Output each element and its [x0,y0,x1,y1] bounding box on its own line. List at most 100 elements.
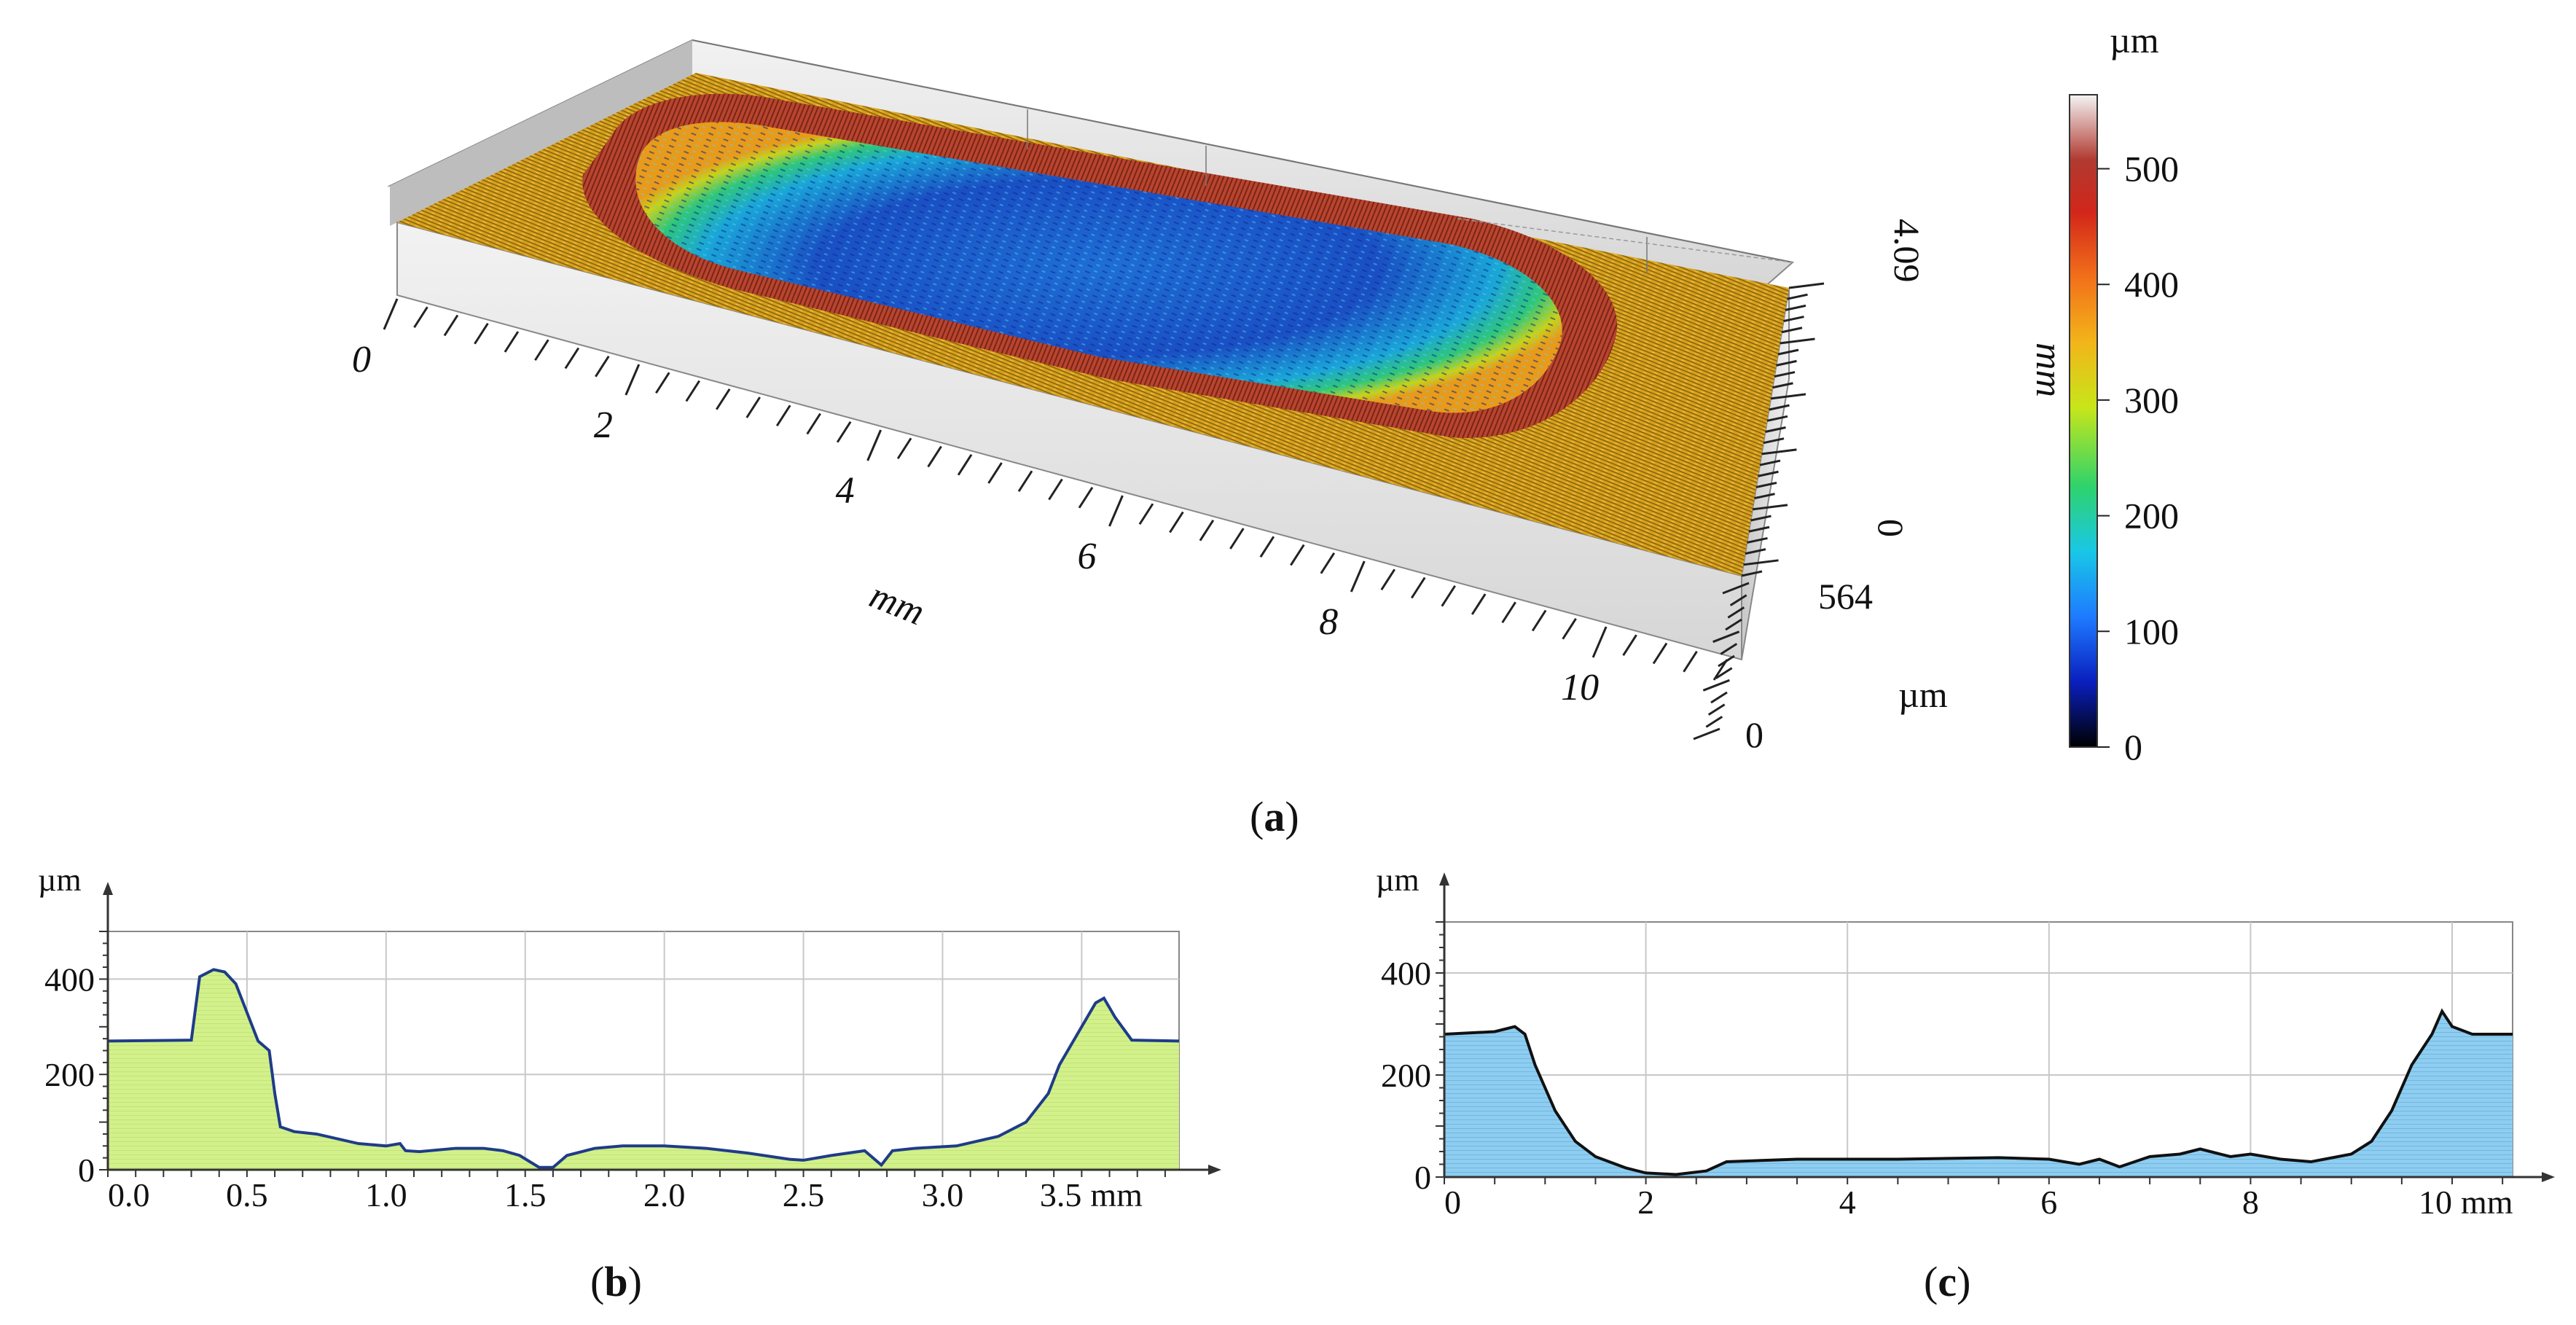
y-axis-arrow [1439,872,1449,886]
a-z-tick [1720,643,1738,655]
panel-b-label: (b) [590,1258,642,1305]
a-z-tick [1722,582,1750,595]
a-y-tick [1748,525,1770,533]
x-unit-label: mm [1090,1176,1143,1213]
a-x-tick [836,421,852,443]
a-x-tick [1138,503,1154,525]
a-x-tick [413,306,428,329]
panel-a-3d-surface: 0 2 4 6 8 10 mm 4.09 0 564 0 µm µm mm 0 100 200… [352,20,2179,840]
a-x-tick [1017,470,1033,493]
y-tick-label: 200 [1381,1057,1431,1094]
pit-texture [635,122,1562,413]
a-x-tick [1078,486,1094,509]
plot-frame [1444,921,2513,1178]
panel-c-label: (c) [1924,1258,1970,1305]
a-y-tick [1770,393,1806,400]
a-x-tick [1169,511,1184,533]
a-x-tick [564,347,580,370]
colorbar-axis-title: mm [2028,343,2070,397]
a-x-tick [806,413,821,435]
a-x-tick [1108,495,1124,527]
y-tick-label: 200 [44,1056,95,1093]
a-y-tick [1787,293,1808,300]
colorbar-unit: µm [2110,20,2159,60]
a-x-tick [1229,528,1245,550]
a-y-tick [1788,282,1825,289]
a-y-tick [1772,382,1793,389]
back-wall-left [390,40,692,226]
panel-c-profile: µm 0 200 400 0 2 4 6 8 10 mm (c) [1376,862,2555,1305]
a-z-tick [1693,727,1720,740]
a-x-tick [896,437,912,460]
panel-a-label: (a) [1250,793,1299,840]
a-y-tick [1763,437,1785,445]
panel-a-letter: a [1264,793,1285,840]
a-z-tick-min: 0 [1745,714,1763,755]
a-z-axis-ticks [1693,582,1750,740]
a-z-tick [1705,716,1723,728]
a-y-tick [1743,559,1779,566]
x-tick-label: 0 [1444,1184,1461,1221]
colorbar-tick-label: 200 [2124,496,2179,536]
colorbar-tick-label: 100 [2124,611,2179,652]
a-x-tick-label: 2 [594,404,613,446]
y-tick-label: 400 [1381,955,1431,992]
b-plot-area: 0 200 400 0.0 0.5 1.0 1.5 2.0 2.5 3.0 3.5 mm [44,882,1221,1213]
y-axis-arrow [103,882,113,895]
a-z-tick [1718,654,1735,668]
profile-line [1444,1008,2513,1176]
x-axis-arrow [2542,1172,2555,1182]
profile-area [108,969,1179,1170]
a-y-tick [1755,481,1777,488]
a-y-axis-ticks [1741,282,1825,577]
a-x-tick [1290,544,1305,566]
y-tick-label: 0 [1414,1159,1431,1196]
colorbar-tick-label: 300 [2124,380,2179,421]
x-tick-label: 8 [2242,1184,2259,1221]
c-plot-area: 0 200 400 0 2 4 6 8 10 mm [1381,872,2555,1221]
a-x-tick [474,322,489,345]
a-x-tick [957,453,973,476]
a-x-tick [595,355,610,378]
a-x-tick [1410,576,1426,599]
colorbar-gradient [2069,94,2098,748]
a-x-tick [685,380,701,402]
panel-b-letter: b [604,1258,627,1305]
colorbar-tick-label: 0 [2124,727,2142,767]
a-y-tick [1783,316,1804,323]
a-y-tick [1745,548,1766,555]
profile-area [1444,1011,2513,1177]
a-z-tick [1710,691,1728,704]
colorbar-tick-label: 500 [2124,149,2179,189]
a-y-tick [1785,304,1806,311]
colorbar-ticks: 0 100 200 300 400 500 [2097,149,2179,767]
profile-line [107,968,1180,1169]
a-x-tick [927,445,942,468]
a-z-tick [1729,594,1747,606]
a-y-tick [1752,504,1788,511]
b-y-unit: µm [38,862,82,898]
a-y-tick [1754,493,1775,500]
a-y-tick [1766,415,1788,422]
a-x-axis-ticks [383,298,1729,681]
a-x-tick [1562,617,1577,640]
a-y-tick [1780,337,1815,345]
a-y-tick [1761,448,1797,456]
a-x-tick [1199,519,1215,542]
x-axis-arrow [1208,1165,1221,1175]
a-z-tick [1702,679,1730,692]
panel-b-profile: µm 0 200 400 0.0 0.5 1.0 1.5 2.0 2.5 3.0 3.5 mm (b) [38,862,1221,1305]
a-x-tick [655,372,670,394]
a-y-tick [1750,515,1772,522]
a-x-tick [775,404,791,427]
a-x-tick [1622,634,1637,657]
x-tick-label: 10 [2419,1184,2452,1221]
top-edge [692,39,1793,263]
x-tick-label: 4 [1839,1184,1856,1221]
a-x-tick [1350,560,1366,593]
colorbar: µm mm 0 100 200 300 400 500 [2028,20,2179,767]
x-tick-label: 1.5 [504,1176,547,1213]
x-unit-label: mm [2461,1184,2513,1221]
a-y-tick-max: 4.09 [1887,219,1927,283]
